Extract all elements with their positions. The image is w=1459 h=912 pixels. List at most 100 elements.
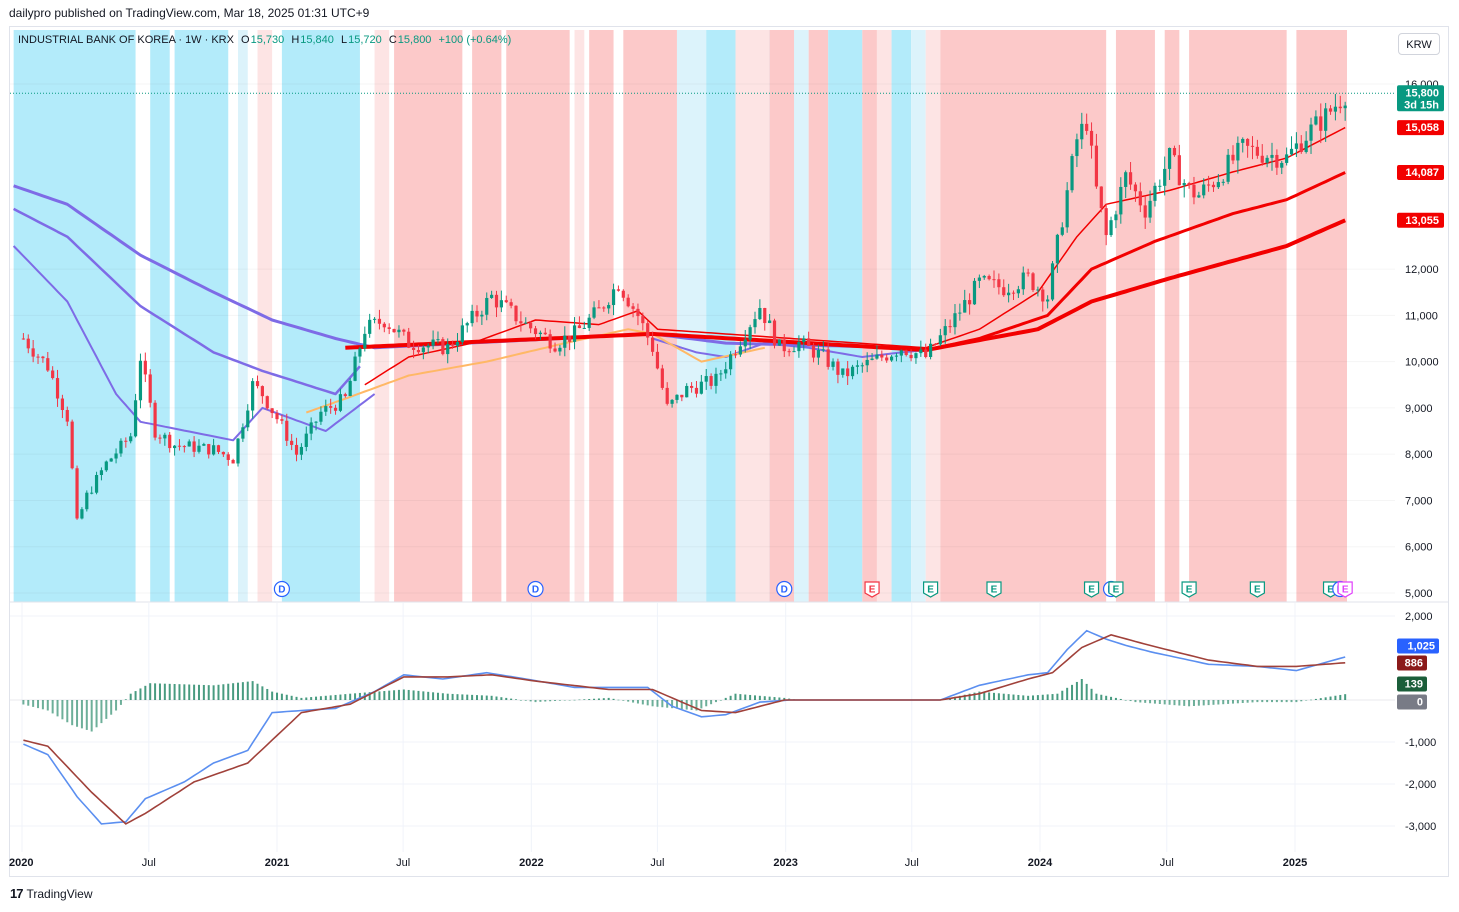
macd-hist-bar (973, 692, 976, 700)
candle-body (465, 323, 469, 326)
macd-hist-bar (280, 693, 283, 700)
candle-body (568, 335, 572, 342)
macd-hist-bar (124, 699, 127, 700)
macd-hist-bar (719, 700, 722, 701)
candle-body (514, 305, 518, 322)
candle-body (558, 347, 562, 352)
macd-hist-bar (71, 700, 74, 726)
candle-body (1197, 195, 1201, 198)
macd-tag (1397, 694, 1427, 710)
candle-body (451, 344, 455, 346)
macd-hist-bar (1129, 700, 1132, 702)
candle-body (309, 422, 313, 434)
candle-body (1324, 108, 1328, 131)
candle-body (90, 492, 94, 494)
candle-body (787, 351, 791, 353)
candle-body (548, 334, 552, 349)
candle-body (724, 369, 728, 374)
event-letter: E (927, 585, 934, 596)
macd-hist-bar (1217, 700, 1220, 705)
candle-body (504, 300, 508, 303)
macd-hist-bar (163, 683, 166, 700)
candle-body (797, 342, 801, 352)
event-letter: E (991, 585, 998, 596)
candle-body (153, 402, 157, 438)
time-tick-label: Jul (905, 857, 919, 869)
candle-body (621, 290, 625, 298)
macd-hist-bar (1114, 697, 1117, 700)
candle-body (616, 289, 621, 291)
event-letter: D (532, 585, 539, 596)
candle-body (368, 319, 372, 334)
macd-hist-bar (524, 700, 527, 701)
macd-hist-bar (1007, 694, 1010, 700)
candle-body (709, 376, 713, 386)
ma-purple-fast (12, 245, 376, 442)
macd-hist-bar (446, 693, 449, 700)
time-tick-label: 2024 (1028, 857, 1053, 869)
macd-tick-label: -2,000 (1405, 779, 1436, 791)
candle-body (587, 317, 591, 328)
candle-body (943, 326, 947, 336)
event-letter: E (1342, 585, 1349, 596)
macd-hist-bar (471, 694, 474, 700)
candle-body (826, 349, 830, 367)
macd-hist-bar (173, 684, 176, 700)
macd-hist-bar (607, 697, 610, 700)
ohlc-legend: INDUSTRIAL BANK OF KOREA · 1W · KRX O15,… (18, 34, 511, 46)
candle-body (1231, 154, 1235, 161)
earnings-event-icon (986, 581, 1002, 598)
candle-body (251, 381, 255, 411)
candle-body (1167, 147, 1172, 169)
candle-body (782, 339, 786, 352)
candle-body (1207, 184, 1211, 186)
regime-band (925, 30, 941, 602)
macd-hist-bar (495, 696, 498, 700)
candle-body (802, 338, 806, 343)
macd-hist-bar (1163, 700, 1166, 705)
candle-body (846, 368, 850, 377)
candle-body (972, 280, 977, 305)
macd-hist-bar (754, 695, 757, 700)
candle-body (236, 438, 240, 464)
candle-body (694, 387, 699, 394)
macd-hist-bar (710, 700, 713, 705)
macd-hist-bar (573, 699, 576, 701)
currency-button[interactable]: KRW (1398, 33, 1440, 55)
candle-body (733, 354, 738, 356)
tradingview-footer[interactable]: 17 TradingView (10, 886, 93, 901)
macd-line (23, 629, 1346, 825)
macd-hist-bar (100, 700, 103, 724)
candle-body (241, 427, 245, 439)
regime-band (1189, 30, 1287, 602)
macd-hist-bar (1158, 700, 1161, 705)
candle-body (538, 332, 542, 335)
candle-body (353, 356, 357, 381)
price-tag (1397, 120, 1444, 136)
candle-body (529, 322, 533, 329)
macd-tag-label: 886 (1405, 658, 1423, 670)
macd-hist-bar (61, 700, 64, 720)
macd-hist-bar (583, 699, 586, 700)
price-tag-label: 15,058 (1405, 122, 1439, 134)
candle-body (1109, 220, 1113, 236)
candle-body (894, 355, 899, 357)
macd-hist-bar (578, 699, 581, 701)
earnings-event-icon (1083, 581, 1100, 598)
macd-hist-bar (758, 695, 761, 700)
candle-body (407, 331, 411, 348)
candle-body (650, 337, 655, 352)
candle-body (290, 440, 294, 445)
macd-hist-bar (1295, 700, 1298, 703)
candle-body (1280, 162, 1284, 168)
earnings-event-icon (1249, 581, 1265, 598)
event-markers[interactable]: DDDEEEEDEEEEDE (273, 580, 1353, 598)
candle-body (94, 474, 99, 493)
candle-body (1314, 116, 1318, 125)
candle-body (1221, 181, 1225, 183)
candle-body (1026, 272, 1030, 274)
earnings-event-icon (1181, 581, 1197, 598)
macd-hist-bar (134, 691, 137, 700)
